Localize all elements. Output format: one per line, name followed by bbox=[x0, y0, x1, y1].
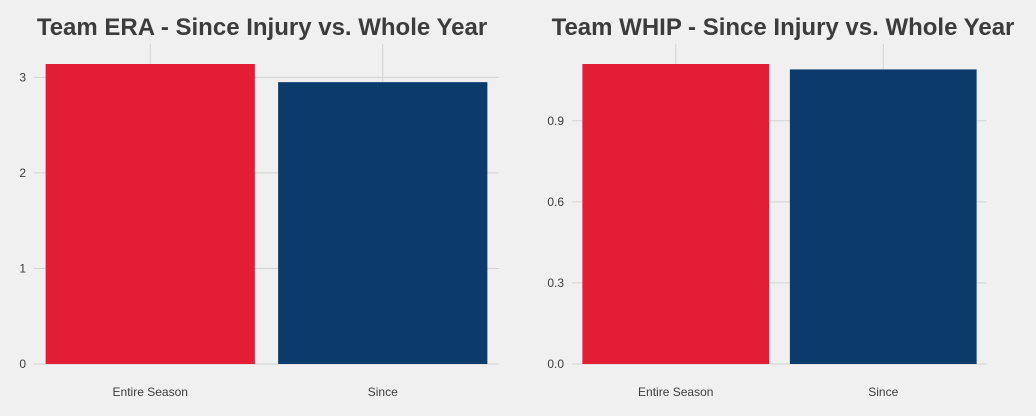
whip-chart-title: Team WHIP - Since Injury vs. Whole Year bbox=[551, 14, 1015, 41]
era-bar-since bbox=[278, 82, 488, 364]
whip-bar-entire-season bbox=[582, 64, 770, 364]
era-x-tick-label: Since bbox=[368, 385, 398, 399]
whip-y-tick-label: 0.3 bbox=[547, 276, 564, 290]
era-chart-title: Team ERA - Since Injury vs. Whole Year bbox=[36, 14, 488, 41]
era-y-tick-label: 2 bbox=[19, 166, 26, 180]
whip-chart-panel: Team WHIP - Since Injury vs. Whole Year … bbox=[518, 0, 1036, 416]
era-x-tick-label: Entire Season bbox=[113, 385, 188, 399]
era-chart-svg: 0 1 2 3 Entire Season Since bbox=[19, 44, 499, 399]
whip-bar-since bbox=[789, 69, 977, 365]
whip-x-tick-label: Entire Season bbox=[638, 385, 713, 399]
whip-y-tick-label: 0.0 bbox=[547, 357, 564, 371]
era-bar-entire-season bbox=[45, 64, 255, 364]
era-chart-panel: Team ERA - Since Injury vs. Whole Year 0… bbox=[19, 14, 499, 399]
era-y-tick-label: 0 bbox=[19, 357, 26, 371]
era-y-tick-label: 1 bbox=[19, 261, 26, 275]
era-y-tick-label: 3 bbox=[19, 70, 26, 84]
whip-y-tick-label: 0.9 bbox=[547, 114, 564, 128]
whip-chart-svg: 0.0 0.3 0.6 0.9 Entire Season Since bbox=[547, 44, 987, 399]
whip-x-tick-label: Since bbox=[868, 385, 898, 399]
whip-y-tick-label: 0.6 bbox=[547, 195, 564, 209]
